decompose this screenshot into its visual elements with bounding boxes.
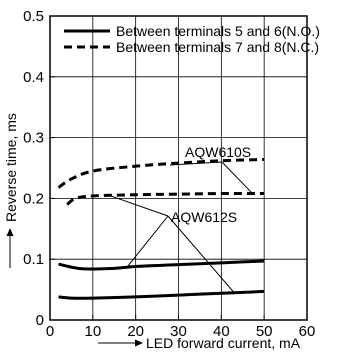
- series-line-1: [57, 157, 265, 189]
- x-tick-label: 10: [84, 323, 101, 340]
- annotation-leader: [126, 215, 169, 268]
- legend-label-2: Between terminals 7 and 8(N.C.): [116, 39, 319, 55]
- annotation-leader: [221, 161, 252, 193]
- series-line-4: [58, 289, 265, 300]
- series-lines: [57, 157, 265, 300]
- x-tick-label: 20: [127, 323, 144, 340]
- y-tick-label: 0: [36, 312, 44, 329]
- annotation-leader: [169, 161, 223, 166]
- series-line-2: [66, 191, 265, 206]
- annotations: AQW610S AQW612S: [105, 144, 252, 293]
- y-tick-label: 0.1: [23, 251, 44, 268]
- annotation-label: AQW610S: [185, 144, 251, 160]
- y-axis-label: Reverse time, ms: [3, 113, 19, 222]
- series-line-3: [58, 259, 265, 271]
- x-axis-label: LED forward current, mA: [146, 335, 301, 351]
- axis-ticks: 0 10 20 30 40 50 60 0 0.1 0.2 0.3 0.4 0.5: [23, 8, 315, 340]
- annotation-leader: [167, 215, 235, 293]
- y-tick-label: 0.5: [23, 8, 44, 25]
- x-tick-label: 0: [46, 323, 54, 340]
- legend-label-1: Between terminals 5 and 6(N.O.): [116, 23, 320, 39]
- annotation-leader: [105, 193, 169, 217]
- annotation-label: AQW612S: [171, 209, 237, 225]
- y-axis-arrowhead: [6, 228, 14, 236]
- y-tick-label: 0.2: [23, 190, 44, 207]
- x-axis-arrowhead: [135, 339, 143, 347]
- y-tick-label: 0.4: [23, 69, 44, 86]
- x-tick-label: 50: [256, 323, 273, 340]
- x-tick-label: 60: [299, 323, 316, 340]
- y-tick-label: 0.3: [23, 130, 44, 147]
- x-tick-label: 30: [170, 323, 187, 340]
- legend: Between terminals 5 and 6(N.O.)Between t…: [64, 23, 320, 55]
- grid-lines: [50, 16, 307, 320]
- x-tick-label: 40: [213, 323, 230, 340]
